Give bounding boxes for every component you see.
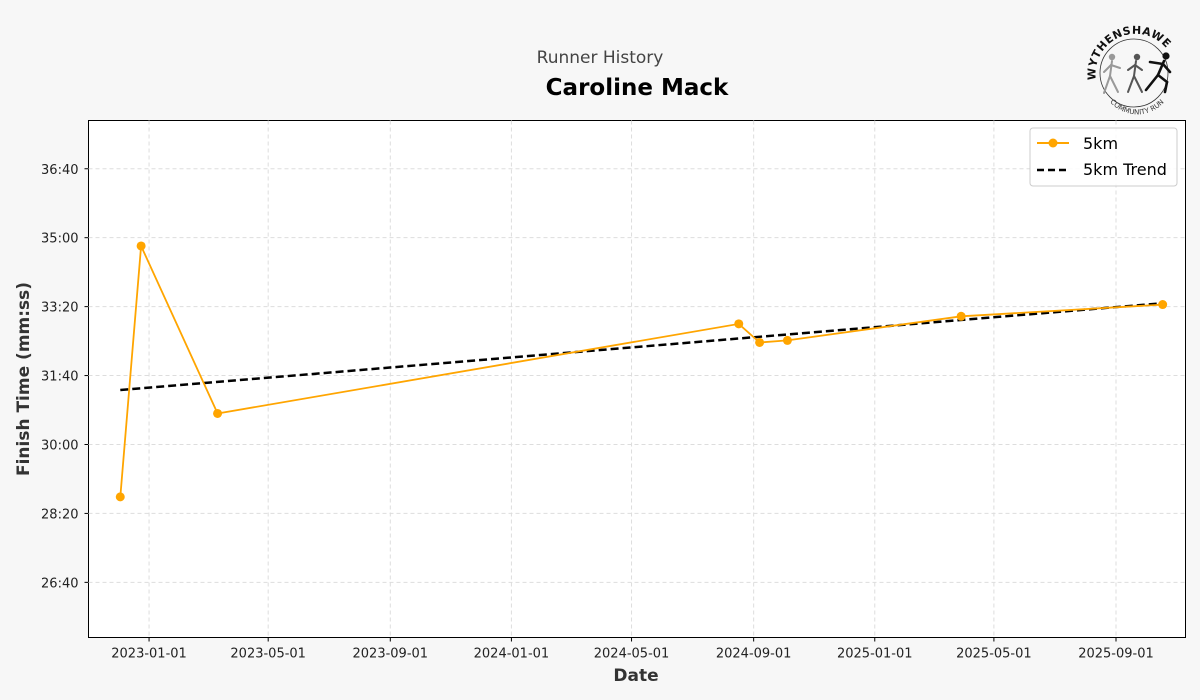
wythenshawe-logo: WYTHENSHAWE COMMUNITY RUN xyxy=(1086,24,1174,117)
y-tick-label: 35:00 xyxy=(41,232,78,247)
chart-subtitle: Runner History xyxy=(537,48,664,68)
data-point-5km xyxy=(755,337,765,347)
x-tick-label: 2025-05-01 xyxy=(956,647,1032,662)
chart-title: Caroline Mack xyxy=(546,75,729,101)
runner-figure-2-icon xyxy=(1127,53,1143,93)
y-axis-label: Finish Time (mm:ss) xyxy=(14,282,34,476)
plot-area xyxy=(88,120,1186,638)
runner-figure-1-icon xyxy=(1103,53,1121,94)
series-line-5km-trend xyxy=(120,301,1163,392)
x-axis-ticks: 2023-01-01 2023-05-01 2023-09-01 2024-01-01… xyxy=(111,637,1154,662)
x-axis-label: Date xyxy=(613,666,658,686)
x-tick-label: 2025-01-01 xyxy=(837,647,913,662)
x-tick-label: 2023-01-01 xyxy=(111,647,187,662)
data-point-5km xyxy=(956,311,966,321)
x-tick-label: 2024-01-01 xyxy=(474,647,550,662)
legend: 5km 5km Trend xyxy=(1029,127,1178,187)
y-tick-label: 33:20 xyxy=(41,301,78,316)
logo-ring xyxy=(1099,38,1169,108)
data-point-5km xyxy=(115,492,125,502)
x-tick-label: 2023-05-01 xyxy=(230,647,306,662)
y-tick-label: 36:40 xyxy=(41,163,78,178)
y-axis-ticks: 26:40 28:20 30:00 31:40 33:20 35:00 36:40 xyxy=(41,163,89,591)
x-tick-label: 2023-09-01 xyxy=(353,647,429,662)
x-tick-label: 2025-09-01 xyxy=(1078,647,1154,662)
runner-figure-3-icon xyxy=(1144,52,1172,94)
data-point-5km xyxy=(734,319,744,329)
data-point-5km xyxy=(136,241,146,251)
legend-marker-5km xyxy=(1048,138,1058,148)
y-tick-label: 28:20 xyxy=(41,507,78,522)
legend-label-5km: 5km xyxy=(1083,134,1118,153)
y-tick-label: 30:00 xyxy=(41,438,78,453)
x-tick-label: 2024-09-01 xyxy=(716,647,792,662)
y-tick-label: 31:40 xyxy=(41,370,78,385)
data-point-5km xyxy=(213,408,223,418)
grid-lines xyxy=(88,120,1186,638)
data-point-5km xyxy=(1158,300,1168,310)
series-line-5km xyxy=(119,242,1163,497)
legend-label-trend: 5km Trend xyxy=(1083,160,1167,179)
y-tick-label: 26:40 xyxy=(41,576,78,591)
series-layer xyxy=(115,241,1168,502)
data-point-5km xyxy=(782,335,792,345)
x-tick-label: 2024-05-01 xyxy=(594,647,670,662)
